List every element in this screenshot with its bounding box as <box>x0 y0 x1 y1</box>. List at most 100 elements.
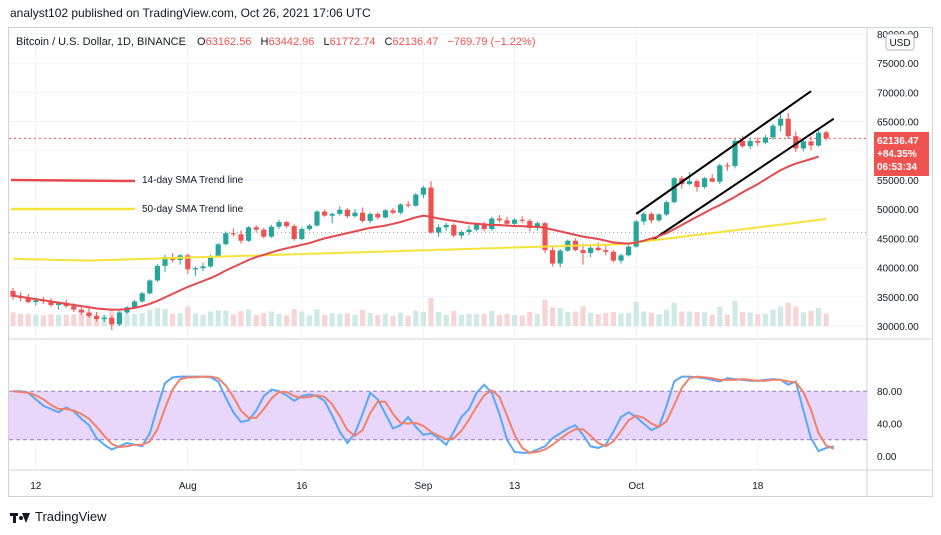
price-tick-label: 35000.00 <box>877 293 919 304</box>
candle-body <box>816 132 822 146</box>
candle-body <box>709 178 715 182</box>
candle-body <box>466 229 472 232</box>
volume-bar <box>702 312 708 326</box>
candle-body <box>458 231 464 236</box>
volume-bar <box>633 301 639 326</box>
volume-bar <box>595 314 601 326</box>
high-value: 63442.96 <box>268 36 314 48</box>
candle-body <box>656 214 662 221</box>
volume-bar <box>732 300 738 326</box>
volume-bar <box>542 299 548 326</box>
candle-body <box>755 140 761 143</box>
volume-bar <box>139 313 145 326</box>
candle-body <box>238 234 244 241</box>
candle-body <box>496 218 502 221</box>
stochastic-tick-label: 80.00 <box>877 387 902 398</box>
volume-bar <box>504 313 510 326</box>
volume-bar <box>314 309 320 326</box>
candle-body <box>306 225 312 230</box>
time-tick-label: Oct <box>628 481 644 492</box>
price-badge <box>874 132 929 176</box>
candle-body <box>451 224 457 236</box>
candle-body <box>420 187 426 195</box>
footer: TradingView <box>10 509 107 524</box>
volume-bar <box>132 313 138 326</box>
stochastic-band-fill <box>9 391 867 440</box>
volume-bar <box>223 310 229 326</box>
channel-lower-line <box>650 117 835 242</box>
volume-bar <box>694 311 700 326</box>
close-value: 62136.47 <box>392 36 438 48</box>
candle-body <box>686 181 692 185</box>
time-tick-label: Aug <box>179 481 197 492</box>
volume-bar <box>329 313 335 326</box>
sma14-line <box>12 155 819 311</box>
volume-bar <box>458 314 464 326</box>
volume-bar <box>527 311 533 326</box>
candle-body <box>322 211 328 216</box>
candle-body <box>284 222 290 227</box>
indicator-lines <box>12 90 835 454</box>
volume-bar <box>71 314 77 326</box>
volume-bar <box>177 313 183 326</box>
volume-bar <box>740 311 746 326</box>
volume-bar <box>170 313 176 326</box>
volume-bar <box>306 315 312 326</box>
candle-body <box>793 136 799 149</box>
time-tick-label: 12 <box>30 481 42 492</box>
candle-body <box>337 209 343 214</box>
candle-body <box>671 178 677 203</box>
candle-body <box>261 229 267 237</box>
candle-body <box>291 226 297 239</box>
publisher-line: analyst102 published on TradingView.com,… <box>10 6 371 20</box>
candle-body <box>747 140 753 147</box>
volume-bar <box>291 309 297 326</box>
volume-bar <box>679 311 685 326</box>
volume-bar <box>755 314 761 326</box>
volume-bar <box>512 315 518 326</box>
candle-body <box>800 141 806 149</box>
volume-bar <box>420 311 426 326</box>
volume-bar <box>519 315 525 326</box>
candle-body <box>185 255 191 270</box>
currency-badge[interactable] <box>885 33 915 51</box>
candle-body <box>534 223 540 228</box>
candle-body <box>276 222 282 227</box>
tradingview-logo-icon <box>10 510 30 524</box>
symbol-label: Bitcoin / U.S. Dollar, 1D, BINANCE <box>16 36 186 48</box>
volume-bar <box>762 313 768 326</box>
volume-bar <box>185 306 191 326</box>
candle-body <box>299 229 305 239</box>
stochastic-tick-label: 40.00 <box>877 420 902 431</box>
candle-body <box>215 244 221 257</box>
time-tick-label: 16 <box>296 481 308 492</box>
volume-bar <box>474 314 480 326</box>
candle-body <box>481 223 487 230</box>
low-value: 61772.74 <box>330 36 376 48</box>
candle-body <box>223 233 229 245</box>
volume-bar <box>823 313 829 326</box>
volume-bar <box>443 314 449 326</box>
candle-body <box>694 181 700 188</box>
volume-bar <box>550 307 556 326</box>
volume-bar <box>656 314 662 326</box>
candle-body <box>702 178 708 188</box>
chart-frame: 30000.00 35000.00 40000.00 45000.00 50000.00… <box>8 27 933 497</box>
price-badge-countdown: 06:53:34 <box>877 162 917 173</box>
candle-body <box>512 219 518 224</box>
volume-bar <box>717 306 723 326</box>
candle-body <box>633 221 639 247</box>
volume-bar <box>124 314 130 326</box>
volume-bar <box>261 313 267 326</box>
candle-body <box>413 194 419 206</box>
candle-body <box>474 223 480 230</box>
candle-body <box>641 213 647 222</box>
sma50-legend-label: 50-day SMA Trend line <box>142 204 244 215</box>
volume-bar <box>238 311 244 326</box>
volume-bar <box>405 315 411 326</box>
volume-bar <box>648 312 654 326</box>
volume-bar <box>246 309 252 326</box>
candle-body <box>588 247 594 253</box>
candle-body <box>504 220 510 224</box>
candle-body <box>610 251 616 261</box>
